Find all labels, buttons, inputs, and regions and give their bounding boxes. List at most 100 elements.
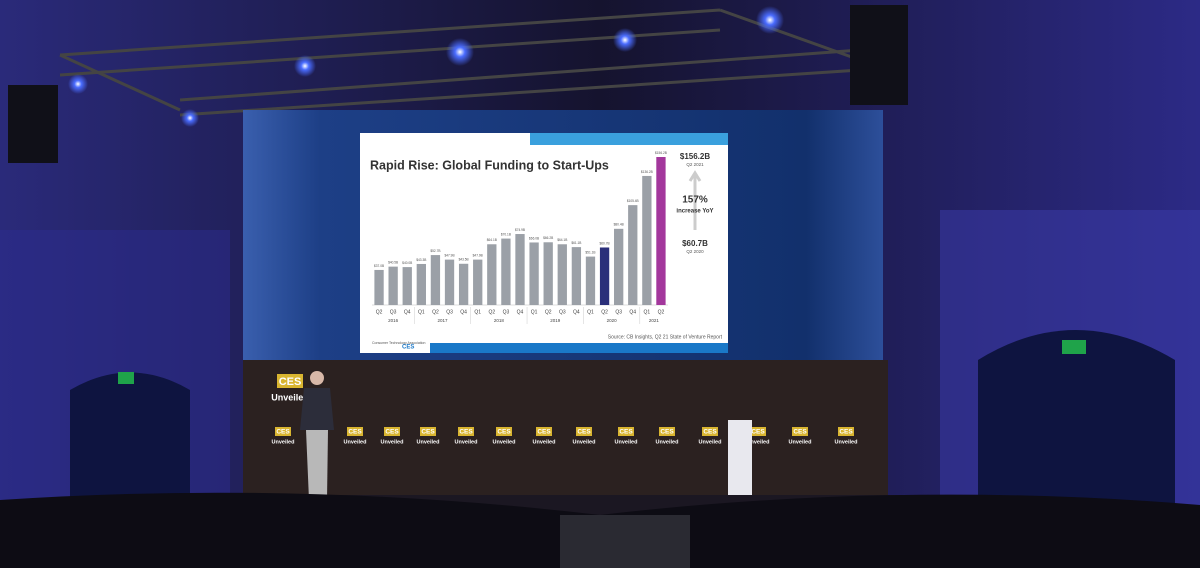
spotlight <box>68 74 88 94</box>
sign-brand: CES <box>348 429 362 436</box>
year-label: 2021 <box>649 318 660 323</box>
sign-badge <box>347 427 363 436</box>
slide-footer-bar <box>430 343 728 353</box>
value-label: $40.0B <box>402 261 412 265</box>
speaker <box>8 85 58 163</box>
stage-signs: CES Unveiled CES Unveiled CES Unveiled CES Unve… <box>271 374 857 445</box>
bar <box>501 238 511 305</box>
bar <box>614 228 624 305</box>
sign-badge <box>458 427 474 436</box>
sign-text: Unveiled <box>615 439 638 445</box>
sign-badge <box>576 427 592 436</box>
value-label: $70.1B <box>501 232 511 236</box>
spotlight <box>756 6 784 34</box>
slide-source: Source: CB Insights, Q2 21 State of Vent… <box>608 334 723 340</box>
annotation-top-period: Q2 2021 <box>686 162 704 167</box>
slide-accent <box>530 133 728 145</box>
lighting-truss <box>59 8 861 117</box>
spotlight <box>294 55 316 77</box>
sign-text: Unveiled <box>656 439 679 445</box>
head <box>310 371 324 385</box>
sign-brand: CES <box>703 429 717 436</box>
sign-text: Unveiled <box>789 439 812 445</box>
bar <box>571 247 582 305</box>
trousers <box>306 430 328 500</box>
spotlight <box>446 38 474 66</box>
sign-brand: CES <box>459 429 473 436</box>
sign-badge <box>384 427 400 436</box>
sign-text: Unveiled <box>271 392 309 402</box>
x-tick-label: Q2 <box>545 309 552 315</box>
sign-text: Unveiled <box>699 439 722 445</box>
value-label: $51.1B <box>585 250 595 254</box>
annotation-top-value: $156.2B <box>680 152 710 161</box>
x-tick-label: Q3 <box>503 309 510 315</box>
x-tick-label: Q2 <box>658 309 665 315</box>
sign-badge <box>750 427 766 436</box>
value-label: $105.4B <box>627 199 639 203</box>
stage-backdrop <box>243 360 888 510</box>
sign-brand: CES <box>660 429 674 436</box>
spotlight <box>181 109 199 127</box>
sign-brand: CES <box>421 429 435 436</box>
annotation-growth-text: increase YoY <box>676 209 713 215</box>
year-label: 2019 <box>550 318 561 323</box>
sign-text: Unveiled <box>835 439 858 445</box>
x-tick-label: Q4 <box>517 309 524 315</box>
x-tick-label: Q2 <box>488 309 495 315</box>
sign-text: Unveiled <box>573 439 596 445</box>
value-label: $37.0B <box>374 264 384 268</box>
value-label: $64.1B <box>557 238 567 242</box>
speaker-person <box>300 371 334 500</box>
bar <box>557 244 567 305</box>
value-label: $61.1B <box>571 241 581 245</box>
sign-badge <box>496 427 512 436</box>
value-label: $80.4B <box>614 223 624 227</box>
exit-sign <box>118 372 134 384</box>
sign-badge <box>618 427 634 436</box>
x-tick-label: Q1 <box>644 309 651 315</box>
bar <box>487 244 497 305</box>
slide-title: Rapid Rise: Global Funding to Start-Ups <box>370 158 609 172</box>
year-label: 2017 <box>437 318 448 323</box>
annotation-base-value: $60.7B <box>682 239 708 248</box>
x-tick-label: Q2 <box>432 309 439 315</box>
x-tick-label: Q4 <box>404 309 411 315</box>
bar <box>416 263 426 305</box>
growth-arrow <box>688 170 702 230</box>
sign-brand: CES <box>497 429 511 436</box>
x-tick-label: Q1 <box>531 309 538 315</box>
x-tick-label: Q1 <box>587 309 594 315</box>
x-tick-label: Q2 <box>601 309 608 315</box>
sign-text: Unveiled <box>493 439 516 445</box>
exit-sign <box>1062 340 1086 354</box>
x-tick-label: Q3 <box>390 309 397 315</box>
lectern <box>728 420 752 495</box>
sign-text: Unveiled <box>455 439 478 445</box>
logo-brand: CES <box>402 345 414 351</box>
sign-brand: CES <box>751 429 765 436</box>
value-label: $74.9B <box>515 228 525 232</box>
annotation-base-period: Q2 2020 <box>686 249 704 254</box>
bar <box>515 234 525 305</box>
sign-badge <box>420 427 436 436</box>
annotation-growth: 157% <box>682 195 708 206</box>
sign-brand: CES <box>279 376 302 388</box>
x-tick-label: Q1 <box>418 309 425 315</box>
bar <box>599 247 610 305</box>
bar <box>543 242 553 305</box>
x-tick-label: Q4 <box>460 309 467 315</box>
left-door <box>70 372 190 500</box>
sign-brand: CES <box>385 429 399 436</box>
stage-front <box>560 515 690 568</box>
sign-brand: CES <box>793 429 807 436</box>
sign-brand: CES <box>839 429 853 436</box>
bar <box>642 175 652 305</box>
value-label: $40.5B <box>388 260 398 264</box>
year-label: 2018 <box>494 318 505 323</box>
x-tick-label: Q2 <box>376 309 383 315</box>
spotlights <box>68 6 784 127</box>
speaker <box>850 5 908 105</box>
